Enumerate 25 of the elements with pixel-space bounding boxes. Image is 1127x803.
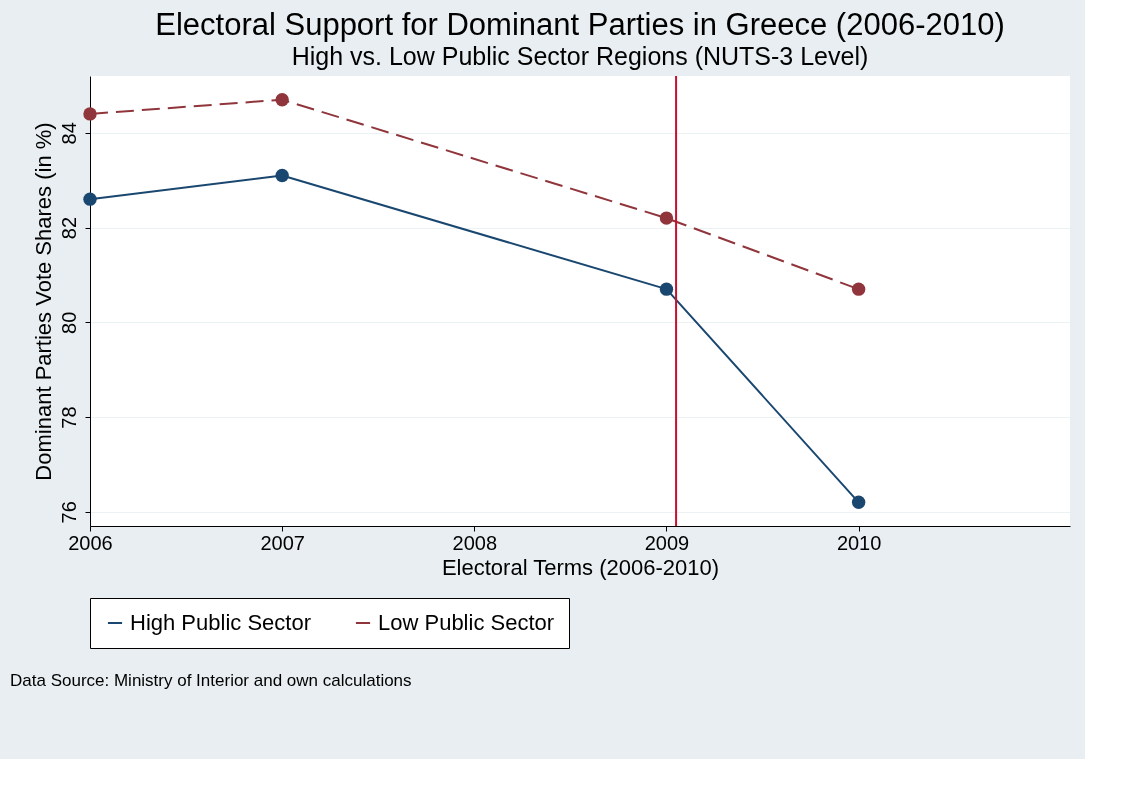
chart-title: Electoral Support for Dominant Parties in Greece (2006-2010) bbox=[155, 7, 1005, 42]
point bbox=[851, 282, 866, 296]
y-tick-label: 76 bbox=[57, 501, 80, 524]
point bbox=[659, 282, 674, 296]
legend-label: High Public Sector bbox=[130, 610, 311, 635]
x-tick-label: 2009 bbox=[644, 531, 690, 554]
x-axis-title: Electoral Terms (2006-2010) bbox=[441, 554, 720, 580]
point bbox=[851, 495, 866, 510]
source-note: Data Source: Ministry of Interior and own calculations bbox=[10, 671, 412, 690]
legend-label: Low Public Sector bbox=[378, 610, 555, 635]
point bbox=[275, 168, 289, 183]
y-tick-label: 84 bbox=[57, 122, 80, 145]
x-tick-label: 2006 bbox=[68, 531, 113, 554]
y-tick-label: 78 bbox=[57, 406, 80, 429]
point bbox=[83, 192, 97, 206]
x-tick-label: 2010 bbox=[836, 531, 882, 554]
x-tick-label: 2008 bbox=[452, 531, 498, 554]
y-tick-label: 82 bbox=[57, 216, 80, 240]
point bbox=[83, 107, 97, 121]
y-axis-title: Dominant Parties Vote Shares (in %) bbox=[30, 122, 56, 481]
x-tick-label: 2007 bbox=[260, 531, 305, 554]
chart-subtitle: High vs. Low Public Sector Regions (NUTS-3 Level) bbox=[291, 42, 869, 70]
point bbox=[659, 211, 674, 225]
y-tick-label: 80 bbox=[57, 311, 80, 334]
point bbox=[275, 92, 289, 107]
